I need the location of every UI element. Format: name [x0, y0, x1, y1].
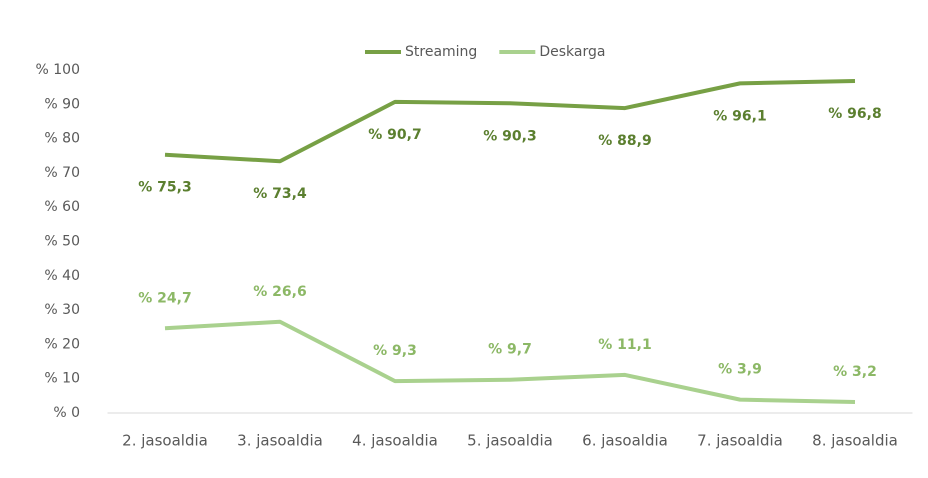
x-tick-label: 6. jasoaldia	[582, 432, 668, 450]
y-tick-label: % 40	[44, 268, 80, 284]
data-label: % 90,7	[368, 127, 421, 143]
data-label: % 26,6	[253, 284, 306, 300]
x-tick-label: 3. jasoaldia	[237, 432, 323, 450]
data-label: % 3,9	[718, 362, 762, 378]
y-tick-label: % 50	[44, 234, 80, 250]
data-label: % 9,7	[488, 342, 532, 358]
y-tick-label: % 20	[44, 336, 80, 352]
legend-label: Deskarga	[539, 44, 605, 60]
y-tick-label: % 60	[44, 199, 80, 215]
x-tick-label: 2. jasoaldia	[122, 432, 208, 450]
series-line	[164, 319, 856, 405]
y-tick-label: % 70	[44, 165, 80, 181]
data-label: % 96,8	[828, 106, 881, 122]
x-tick-label: 8. jasoaldia	[812, 432, 898, 450]
series-line	[164, 78, 856, 164]
y-tick-label: % 0	[53, 405, 80, 421]
data-label: % 3,2	[833, 364, 877, 380]
y-tick-label: % 80	[44, 131, 80, 147]
data-label: % 96,1	[713, 108, 766, 124]
x-tick-label: 5. jasoaldia	[467, 432, 553, 450]
data-label: % 24,7	[138, 290, 191, 306]
legend-label: Streaming	[405, 44, 477, 60]
data-label: % 9,3	[373, 343, 417, 359]
y-tick-label: % 100	[36, 62, 80, 78]
data-label: % 75,3	[138, 180, 191, 196]
data-label: % 11,1	[598, 337, 651, 353]
y-tick-label: % 10	[44, 371, 80, 387]
y-tick-label: % 30	[44, 302, 80, 318]
data-label: % 88,9	[598, 133, 651, 149]
data-label: % 90,3	[483, 128, 536, 144]
y-tick-label: % 90	[44, 96, 80, 112]
data-label: % 73,4	[253, 186, 307, 202]
x-tick-label: 7. jasoaldia	[697, 432, 783, 450]
x-tick-label: 4. jasoaldia	[352, 432, 438, 450]
